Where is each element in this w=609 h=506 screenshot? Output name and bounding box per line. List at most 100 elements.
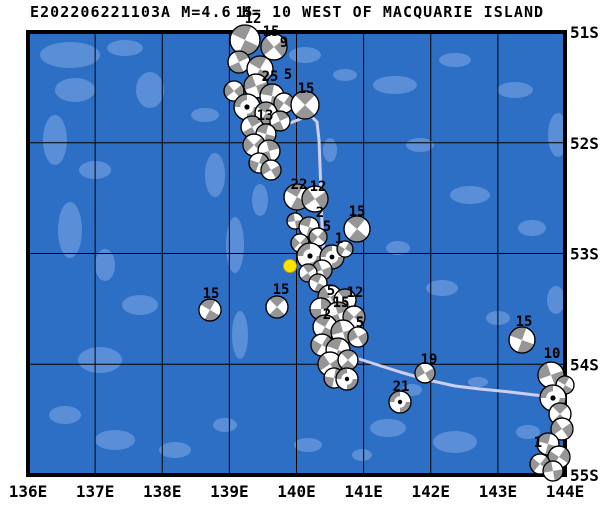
bathymetry-patch [548,113,563,157]
map-frame [26,30,567,477]
longitude-tick-label: 143E [479,482,518,501]
beachball-quadrants [347,215,367,243]
focal-mechanism-beachball [229,24,261,56]
bathymetry-patch [95,249,115,281]
beachball-outline [198,298,222,322]
ball-depth-label: 10 [544,346,561,362]
focal-mechanism-beachball [227,50,251,74]
latitude-tick-label: 51S [570,23,599,42]
bathymetry-patch [95,430,135,450]
focal-mechanism-beachball [265,295,289,319]
ball-depth-label: 12 [245,11,262,27]
beachball-quadrants [260,37,288,57]
axis-label-layer: 136E 137E 138E 139E 140E 141E 142E 143E 144E 51S 5… [9,23,599,501]
beachball-center-dot [329,254,335,260]
beachball-quadrants [336,368,358,390]
focal-mechanism-beachball [290,90,320,120]
ball-depth-label: 12 [310,179,327,195]
ball-depth-label: 15 [203,286,220,302]
bathymetry-patch [352,449,372,461]
beachball-center-dot [397,399,403,405]
beachball-outline [335,367,359,391]
beachball-outline [260,159,282,181]
bathymetry-patch [468,377,488,387]
beachball-quadrants [309,230,327,244]
beachball-outline [265,295,289,319]
beachball-outline [343,215,371,243]
beachball-quadrants [349,327,367,347]
bathymetry-patch [136,72,164,108]
focal-mechanism-beachball [301,185,329,213]
bathymetry-patch [516,425,540,439]
beachball-quadrants [256,123,276,145]
beachball-quadrants [229,50,249,74]
beachball-quadrants [269,295,285,319]
beachball-quadrants [542,461,564,481]
bathymetry-patch [40,42,100,68]
focal-mechanism-layer [198,24,575,482]
ball-depth-label: 13 [257,108,274,124]
beachball-quadrants [248,55,272,83]
longitude-tick-label: 142E [411,482,450,501]
beachball-center-dot [244,104,250,110]
beachball-outline [308,273,328,293]
longitude-tick-label: 140E [277,482,316,501]
focal-mechanism-beachball [337,349,359,371]
focal-mechanism-beachball [260,33,288,61]
beachball-quadrants [295,90,315,120]
bathymetry-patch [122,295,158,315]
ball-depth-label: 5 [356,315,364,331]
ball-depth-label: 5 [323,219,331,235]
bathymetry-patch [497,82,533,98]
map-border [26,30,567,477]
ball-depth-label: 1 [335,231,343,247]
bathymetry-patch [547,286,563,314]
longitude-tick-label: 137E [76,482,115,501]
beachball-quadrants [261,161,281,179]
ball-depth-label: 9 [280,35,288,51]
beachball-outline [347,326,369,348]
bathymetry-patch [433,431,477,453]
ball-depth-label: 21 [393,379,410,395]
ball-depth-label: 15 [298,81,315,97]
ball-depth-label: 25 [262,69,279,85]
longitude-tick-label: 141E [344,482,383,501]
event-marker-layer [283,259,297,273]
focal-mechanism-beachball [343,215,371,243]
bathymetry-patch [226,217,244,273]
beachball-outline [260,33,288,61]
bathymetry-patch [289,47,321,63]
bathymetry-patch [439,53,471,67]
bathymetry-patch [205,153,225,197]
beachball-outline [336,240,354,258]
latitude-tick-label: 55S [570,466,599,485]
beachball-quadrants [301,188,329,210]
beachball-quadrants [314,315,336,339]
bathymetry-patch [55,78,95,102]
ball-depth-label: 15 [349,204,366,220]
focal-mechanism-beachball [260,159,282,181]
ball-depth-label: 2 [323,307,331,323]
beachball-quadrants [270,111,290,131]
beachball-quadrants [198,300,222,320]
bathymetry-patch [406,138,434,152]
longitude-tick-label: 139E [210,482,249,501]
ball-depth-label: 5 [284,67,292,83]
ball-depth-label: 15 [273,282,290,298]
bathymetry-patch [373,76,417,94]
bathymetry-layer [40,40,563,461]
bathymetry-patch [426,280,458,296]
bathymetry-patch [450,186,490,204]
ball-depth-label: 15 [236,5,253,21]
bathymetry-patch [232,311,248,359]
longitude-tick-label: 138E [143,482,182,501]
event-location-marker [283,259,297,273]
beachball-quadrants [234,94,260,120]
graticule-layer [28,32,565,475]
beachball-quadrants [226,80,242,102]
beachball-quadrants [287,212,303,230]
beachball-outline [269,110,291,132]
beachball-outline [414,362,436,384]
